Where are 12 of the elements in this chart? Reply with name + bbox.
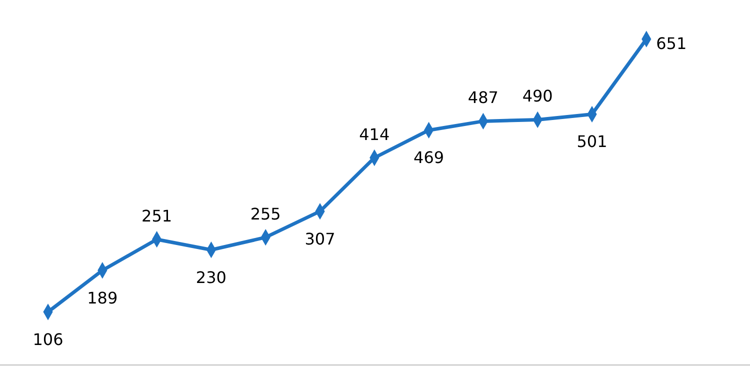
- data-label: 469: [414, 148, 444, 168]
- data-label: 414: [359, 124, 390, 144]
- data-label: 501: [576, 132, 608, 152]
- data-label: 189: [87, 288, 118, 308]
- data-label: 255: [250, 204, 281, 224]
- data-label: 487: [468, 88, 498, 108]
- data-label: 230: [196, 268, 226, 287]
- data-label: 307: [304, 229, 336, 248]
- data-label: 490: [522, 86, 553, 106]
- data-label: 106: [32, 330, 64, 349]
- data-label: 651: [656, 34, 687, 54]
- data-label: 251: [142, 206, 172, 226]
